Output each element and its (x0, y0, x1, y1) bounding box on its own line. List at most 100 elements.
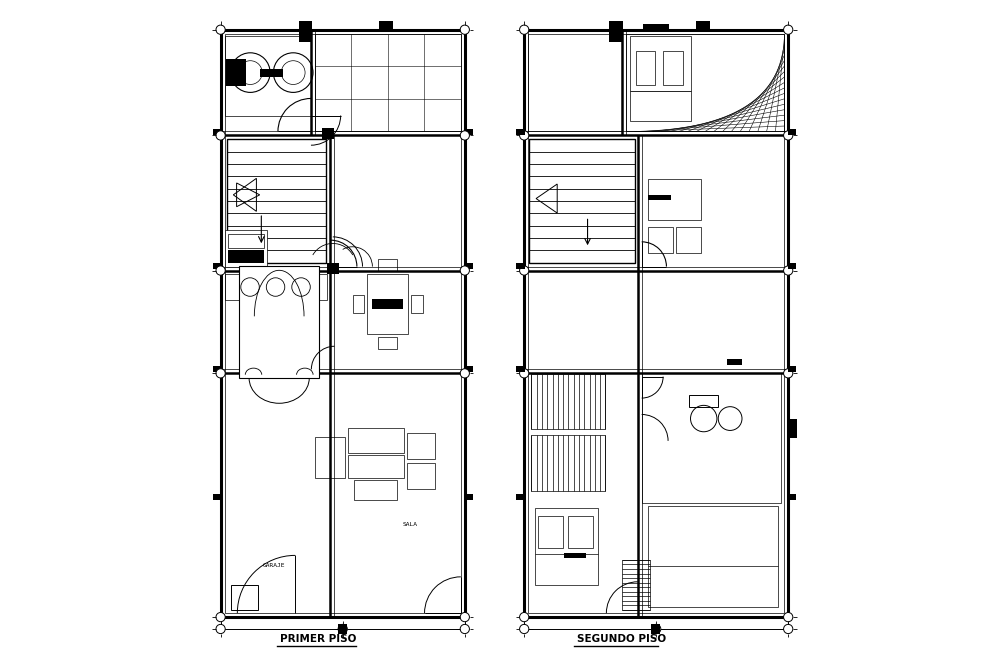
Bar (225, 230, 267, 267)
Bar (225, 36, 311, 116)
Bar (648, 227, 674, 253)
Bar (535, 508, 598, 585)
Circle shape (652, 624, 661, 634)
Bar (564, 553, 586, 558)
Bar (315, 437, 345, 478)
Bar (315, 34, 461, 131)
Bar (643, 24, 670, 30)
Bar (239, 266, 319, 378)
Text: SALA: SALA (403, 522, 417, 527)
Text: PRIMER PISO: PRIMER PISO (280, 634, 356, 644)
Bar (354, 480, 398, 500)
Bar (538, 516, 564, 548)
Circle shape (460, 369, 470, 378)
Bar (225, 274, 326, 300)
Bar (787, 129, 796, 135)
Bar (213, 494, 222, 500)
Bar (787, 366, 796, 372)
Circle shape (519, 25, 529, 34)
Text: GARAJE: GARAJE (263, 563, 286, 568)
Bar (407, 433, 435, 459)
Bar (787, 494, 796, 500)
Circle shape (216, 131, 225, 140)
Bar (353, 294, 365, 313)
Circle shape (783, 131, 793, 140)
Bar (622, 560, 650, 610)
Bar (213, 366, 222, 372)
Circle shape (216, 612, 225, 622)
Bar (528, 30, 622, 131)
Bar (464, 366, 473, 372)
Bar (213, 263, 222, 269)
Circle shape (519, 612, 529, 622)
Bar (648, 506, 777, 607)
Bar (299, 32, 313, 42)
Circle shape (216, 266, 225, 275)
Bar (531, 435, 605, 491)
Bar (322, 127, 334, 139)
Bar (260, 69, 283, 77)
Bar (221, 30, 465, 617)
Bar (464, 494, 473, 500)
Bar (626, 34, 784, 131)
Circle shape (460, 25, 470, 34)
Bar (528, 34, 784, 613)
Bar (227, 234, 264, 248)
Bar (648, 195, 671, 200)
Circle shape (460, 131, 470, 140)
Bar (696, 21, 710, 29)
Circle shape (519, 624, 529, 634)
Bar (642, 374, 781, 502)
Bar (347, 428, 404, 453)
Bar (651, 624, 661, 634)
Bar (347, 455, 404, 478)
Circle shape (519, 131, 529, 140)
Circle shape (338, 624, 347, 634)
Bar (676, 227, 701, 253)
Bar (531, 374, 605, 430)
Bar (529, 139, 635, 263)
Bar (524, 30, 788, 617)
Bar (689, 395, 718, 407)
Circle shape (519, 369, 529, 378)
Bar (728, 359, 742, 364)
Bar (516, 263, 525, 269)
Bar (380, 21, 393, 29)
Text: SEGUNDO PISO: SEGUNDO PISO (577, 634, 667, 644)
Bar (327, 263, 339, 275)
Bar (516, 494, 525, 500)
Bar (379, 337, 397, 348)
Bar (226, 139, 325, 263)
Circle shape (783, 612, 793, 622)
Bar (664, 51, 682, 85)
Bar (630, 36, 690, 121)
Circle shape (460, 624, 470, 634)
Bar (464, 129, 473, 135)
Bar (568, 516, 593, 548)
Circle shape (216, 369, 225, 378)
Bar (338, 624, 347, 634)
Bar (373, 299, 403, 308)
Bar (636, 51, 656, 85)
Circle shape (216, 25, 225, 34)
Bar (227, 250, 264, 263)
Circle shape (460, 612, 470, 622)
Circle shape (783, 25, 793, 34)
Bar (225, 59, 245, 86)
Bar (648, 180, 701, 220)
Bar (787, 263, 796, 269)
Bar (516, 366, 525, 372)
Bar (367, 273, 408, 334)
Circle shape (519, 266, 529, 275)
Bar (787, 420, 797, 438)
Bar (299, 21, 313, 29)
Bar (407, 463, 435, 489)
Bar (225, 34, 461, 613)
Bar (379, 259, 397, 271)
Bar (410, 294, 422, 313)
Bar (516, 129, 525, 135)
Circle shape (460, 266, 470, 275)
Circle shape (783, 266, 793, 275)
Bar (464, 263, 473, 269)
Bar (608, 32, 623, 42)
